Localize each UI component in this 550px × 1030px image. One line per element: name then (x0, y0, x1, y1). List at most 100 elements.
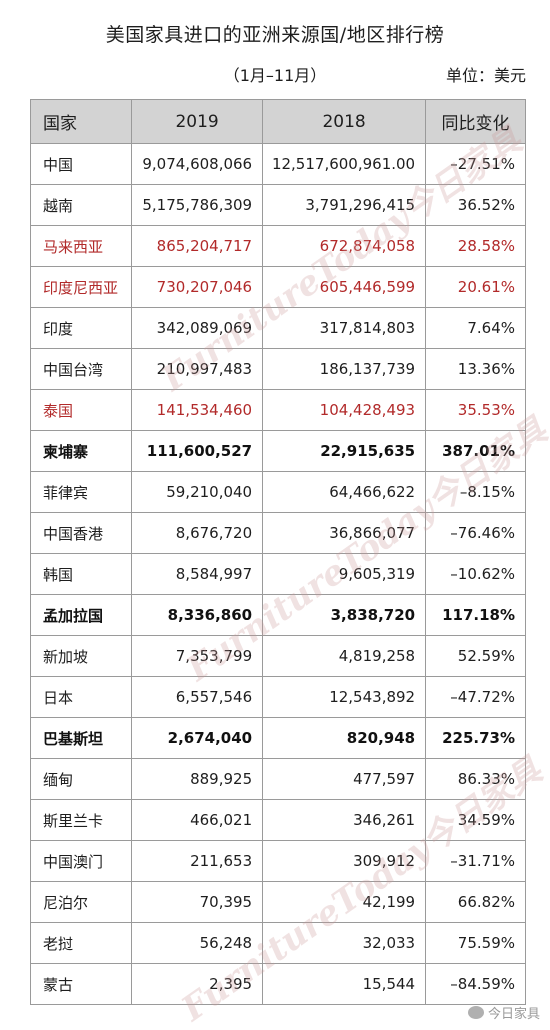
country-cell: 日本 (29, 676, 133, 718)
value-2018-cell: 42,199 (262, 881, 427, 923)
country-cell: 印度尼西亚 (29, 266, 133, 308)
value-2019-cell: 2,674,040 (131, 717, 264, 759)
yoy-change-cell: 66.82% (425, 881, 526, 923)
table-row: 马来西亚 865,204,717 672,874,058 28.58% (29, 225, 526, 267)
value-2018-cell: 22,915,635 (262, 430, 427, 472)
value-2018-cell: 3,791,296,415 (262, 184, 427, 226)
country-cell: 韩国 (29, 553, 133, 595)
value-2019-cell: 211,653 (131, 840, 264, 882)
value-2019-cell: 9,074,608,066 (131, 143, 264, 185)
table-row: 斯里兰卡 466,021 346,261 34.59% (29, 799, 526, 841)
country-cell: 马来西亚 (29, 225, 133, 267)
country-cell: 中国澳门 (29, 840, 133, 882)
yoy-change-cell: 28.58% (425, 225, 526, 267)
value-2018-cell: 3,838,720 (262, 594, 427, 636)
country-cell: 蒙古 (29, 963, 133, 1005)
value-2018-cell: 605,446,599 (262, 266, 427, 308)
yoy-change-cell: –8.15% (425, 471, 526, 513)
unit-label: 单位：美元 (445, 66, 526, 85)
country-cell: 缅甸 (29, 758, 133, 800)
table-row: 印度尼西亚 730,207,046 605,446,599 20.61% (29, 266, 526, 308)
table-row: 日本 6,557,546 12,543,892 –47.72% (29, 676, 526, 718)
value-2019-cell: 342,089,069 (131, 307, 264, 349)
value-2019-cell: 8,584,997 (131, 553, 264, 595)
value-2018-cell: 15,544 (262, 963, 427, 1005)
table-row: 泰国 141,534,460 104,428,493 35.53% (29, 389, 526, 431)
wechat-icon (467, 1006, 484, 1019)
value-2018-cell: 820,948 (262, 717, 427, 759)
table-row: 中国香港 8,676,720 36,866,077 –76.46% (29, 512, 526, 554)
country-cell: 柬埔寨 (29, 430, 133, 472)
country-cell: 孟加拉国 (29, 594, 133, 636)
value-2019-cell: 865,204,717 (131, 225, 264, 267)
country-cell: 泰国 (29, 389, 133, 431)
value-2019-cell: 7,353,799 (131, 635, 264, 677)
country-cell: 新加坡 (29, 635, 133, 677)
value-2019-cell: 5,175,786,309 (131, 184, 264, 226)
country-cell: 巴基斯坦 (29, 717, 133, 759)
value-2019-cell: 8,336,860 (131, 594, 264, 636)
table-header-row: 国家 2019 2018 同比变化 (29, 99, 526, 144)
value-2019-cell: 111,600,527 (131, 430, 264, 472)
value-2018-cell: 32,033 (262, 922, 427, 964)
country-cell: 尼泊尔 (29, 881, 133, 923)
yoy-change-cell: 34.59% (425, 799, 526, 841)
table-row: 中国 9,074,608,066 12,517,600,961.00 –27.51% (29, 143, 526, 185)
yoy-change-cell: 7.64% (425, 307, 526, 349)
country-cell: 印度 (29, 307, 133, 349)
country-cell: 斯里兰卡 (29, 799, 133, 841)
yoy-change-cell: –47.72% (425, 676, 526, 718)
table-row: 老挝 56,248 32,033 75.59% (29, 922, 526, 964)
header-country: 国家 (29, 99, 133, 144)
value-2018-cell: 346,261 (262, 799, 427, 841)
header-yoy: 同比变化 (425, 99, 526, 144)
table-row: 菲律宾 59,210,040 64,466,622 –8.15% (29, 471, 526, 513)
table-row: 越南 5,175,786,309 3,791,296,415 36.52% (29, 184, 526, 226)
value-2018-cell: 36,866,077 (262, 512, 427, 554)
page-title: 美国家具进口的亚洲来源国/地区排行榜 (105, 24, 445, 46)
value-2019-cell: 730,207,046 (131, 266, 264, 308)
header-2018: 2018 (262, 99, 427, 144)
value-2018-cell: 672,874,058 (262, 225, 427, 267)
value-2019-cell: 56,248 (131, 922, 264, 964)
value-2019-cell: 141,534,460 (131, 389, 264, 431)
country-cell: 老挝 (29, 922, 133, 964)
value-2018-cell: 9,605,319 (262, 553, 427, 595)
value-2019-cell: 210,997,483 (131, 348, 264, 390)
value-2018-cell: 12,543,892 (262, 676, 427, 718)
yoy-change-cell: 36.52% (425, 184, 526, 226)
value-2018-cell: 64,466,622 (262, 471, 427, 513)
footer-logo-text: 今日家具 (487, 1007, 540, 1022)
value-2018-cell: 4,819,258 (262, 635, 427, 677)
yoy-change-cell: 387.01% (425, 430, 526, 472)
yoy-change-cell: 86.33% (425, 758, 526, 800)
header-2019: 2019 (131, 99, 264, 144)
table-row: 印度 342,089,069 317,814,803 7.64% (29, 307, 526, 349)
value-2018-cell: 186,137,739 (262, 348, 427, 390)
yoy-change-cell: –76.46% (425, 512, 526, 554)
table-row: 巴基斯坦 2,674,040 820,948 225.73% (29, 717, 526, 759)
yoy-change-cell: 13.36% (425, 348, 526, 390)
yoy-change-cell: –84.59% (425, 963, 526, 1005)
yoy-change-cell: –31.71% (425, 840, 526, 882)
table-row: 韩国 8,584,997 9,605,319 –10.62% (29, 553, 526, 595)
table-body: 中国 9,074,608,066 12,517,600,961.00 –27.51% 越… (29, 143, 526, 1005)
country-cell: 越南 (29, 184, 133, 226)
yoy-change-cell: 117.18% (425, 594, 526, 636)
footer-logo: 今日家具 (467, 1003, 540, 1022)
value-2018-cell: 477,597 (262, 758, 427, 800)
country-cell: 中国 (29, 143, 133, 185)
yoy-change-cell: –10.62% (425, 553, 526, 595)
value-2019-cell: 70,395 (131, 881, 264, 923)
table-row: 尼泊尔 70,395 42,199 66.82% (29, 881, 526, 923)
yoy-change-cell: 20.61% (425, 266, 526, 308)
value-2019-cell: 6,557,546 (131, 676, 264, 718)
table-row: 柬埔寨 111,600,527 22,915,635 387.01% (29, 430, 526, 472)
table-row: 缅甸 889,925 477,597 86.33% (29, 758, 526, 800)
yoy-change-cell: 75.59% (425, 922, 526, 964)
table-row: 孟加拉国 8,336,860 3,838,720 117.18% (29, 594, 526, 636)
yoy-change-cell: 225.73% (425, 717, 526, 759)
yoy-change-cell: –27.51% (425, 143, 526, 185)
date-range-subtitle: （1月–11月） (223, 66, 327, 85)
value-2018-cell: 309,912 (262, 840, 427, 882)
